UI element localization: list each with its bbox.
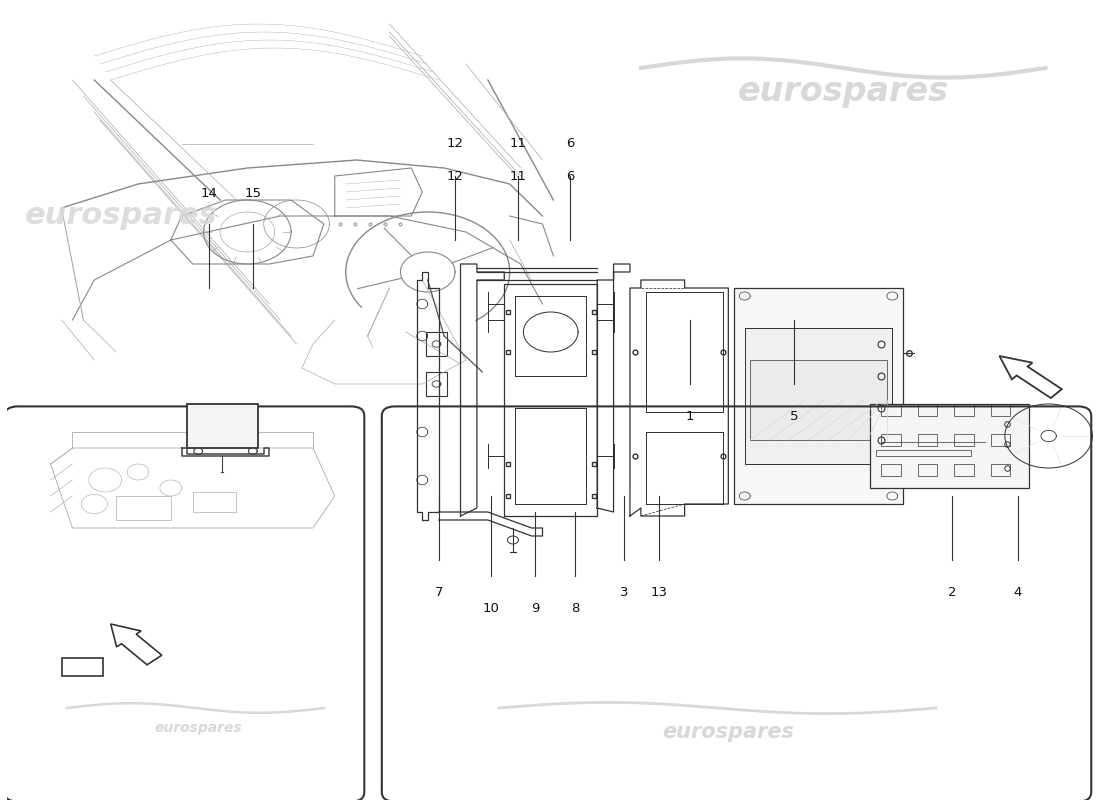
Bar [917, 434, 937, 446]
Text: 9: 9 [530, 602, 539, 614]
Bar [917, 464, 937, 476]
Bar [991, 434, 1011, 446]
Text: eurospares: eurospares [662, 722, 794, 742]
Text: 4: 4 [1014, 586, 1022, 598]
Text: 7: 7 [434, 586, 443, 598]
Bar [745, 328, 892, 464]
Bar [62, 658, 103, 676]
Text: 8: 8 [571, 602, 580, 614]
Polygon shape [1000, 356, 1062, 398]
Bar [917, 404, 937, 416]
Text: 15: 15 [244, 187, 262, 200]
Text: 6: 6 [565, 138, 574, 150]
Bar [117, 496, 170, 520]
Text: 5: 5 [790, 410, 799, 422]
Bar [192, 492, 236, 512]
Bar [187, 404, 258, 448]
Bar [734, 288, 903, 504]
Bar [750, 360, 887, 440]
Text: eurospares: eurospares [738, 75, 948, 109]
Text: eurospares: eurospares [154, 721, 242, 735]
Polygon shape [111, 624, 162, 665]
Text: 1: 1 [685, 410, 694, 422]
Text: 6: 6 [565, 170, 574, 182]
Text: 12: 12 [447, 170, 463, 182]
Bar [870, 404, 1028, 488]
Bar [426, 332, 448, 356]
Text: 12: 12 [447, 138, 463, 150]
Bar [991, 404, 1011, 416]
Bar [426, 372, 448, 396]
Bar [881, 464, 901, 476]
Bar [876, 450, 971, 456]
Text: 11: 11 [510, 170, 527, 182]
Bar [954, 464, 974, 476]
Bar [954, 434, 974, 446]
Bar [991, 464, 1011, 476]
Text: eurospares: eurospares [25, 202, 218, 230]
Bar [954, 404, 974, 416]
Text: 11: 11 [510, 138, 527, 150]
Text: 2: 2 [948, 586, 957, 598]
Bar [881, 434, 901, 446]
Text: 14: 14 [200, 187, 218, 200]
Bar [881, 404, 901, 416]
Text: 13: 13 [651, 586, 668, 598]
Text: 10: 10 [483, 602, 499, 614]
Text: 3: 3 [620, 586, 629, 598]
